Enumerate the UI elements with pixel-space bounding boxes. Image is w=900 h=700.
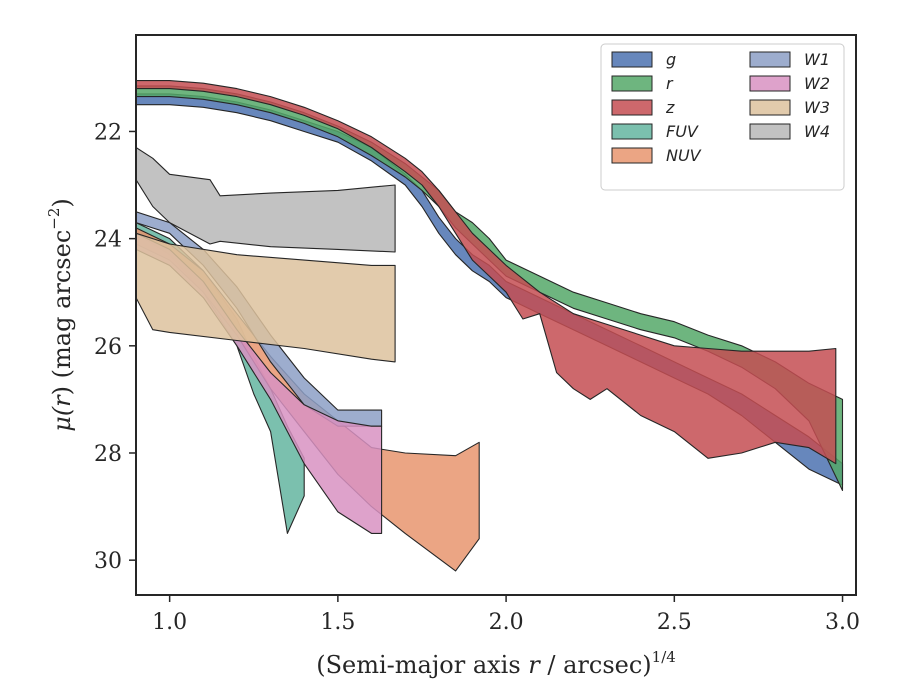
legend-swatch-fuv	[611, 123, 653, 140]
y-tick-label: 24	[94, 228, 122, 253]
y-tick-label: 30	[94, 549, 122, 574]
y-axis-label: μ(r) (mag arcsec−2)	[45, 198, 76, 432]
x-axis-ticks: 1.0 1.5 2.0 2.5 3.0	[152, 595, 860, 635]
legend-label-w1: W1	[804, 50, 830, 69]
legend-label-z: z	[665, 98, 675, 117]
plot-frame	[135, 34, 857, 596]
band-w4	[136, 146, 396, 253]
legend: grz FUV NUV W1 W2 W3 W4	[600, 43, 845, 191]
y-tick-label: 26	[94, 335, 122, 360]
legend-swatch-w2	[749, 75, 791, 92]
x-tick-label: 2.5	[657, 610, 692, 635]
y-tick-label: 28	[94, 442, 122, 467]
x-tick-label: 1.5	[320, 610, 355, 635]
legend-label-nuv: NUV	[666, 146, 702, 165]
x-tick-label: 3.0	[825, 610, 860, 635]
x-tick-label: 1.0	[152, 610, 187, 635]
legend-label-w4: W4	[804, 122, 830, 141]
legend-label-g: g	[666, 50, 676, 69]
x-tick-label: 2.0	[489, 610, 524, 635]
legend-swatch-g	[611, 51, 653, 68]
profile-bands	[136, 80, 844, 572]
legend-swatch-z	[611, 99, 653, 116]
legend-label-w3: W3	[804, 98, 830, 117]
legend-label-r: r	[666, 74, 674, 93]
legend-swatch-w3	[749, 99, 791, 116]
band-w3	[136, 232, 396, 363]
legend-label-fuv: FUV	[666, 122, 699, 141]
legend-swatch-w4	[749, 123, 791, 140]
legend-swatch-r	[611, 75, 653, 92]
y-axis-ticks: 22 24 26 28 30	[94, 120, 136, 574]
legend-label-w2: W2	[804, 74, 830, 93]
legend-swatch-w1	[749, 51, 791, 68]
legend-swatch-nuv	[611, 147, 653, 164]
y-tick-label: 22	[94, 120, 122, 145]
band-z	[136, 80, 837, 465]
x-axis-label: (Semi-major axis r / arcsec)1/4	[316, 648, 676, 679]
